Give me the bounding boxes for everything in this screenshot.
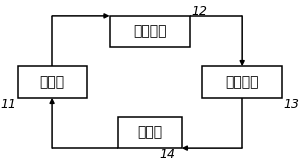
- Text: 地冷管路: 地冷管路: [133, 25, 167, 39]
- Text: 压缩机: 压缩机: [40, 75, 64, 89]
- Text: 14: 14: [159, 148, 175, 161]
- Text: 蒸发器: 蒸发器: [137, 125, 163, 139]
- Text: 11: 11: [1, 98, 17, 111]
- Text: 节流装置: 节流装置: [225, 75, 259, 89]
- Bar: [118, 117, 182, 148]
- Text: 13: 13: [283, 98, 299, 111]
- Bar: [202, 66, 283, 98]
- Text: 12: 12: [191, 5, 207, 18]
- Bar: [110, 16, 190, 47]
- Bar: [17, 66, 87, 98]
